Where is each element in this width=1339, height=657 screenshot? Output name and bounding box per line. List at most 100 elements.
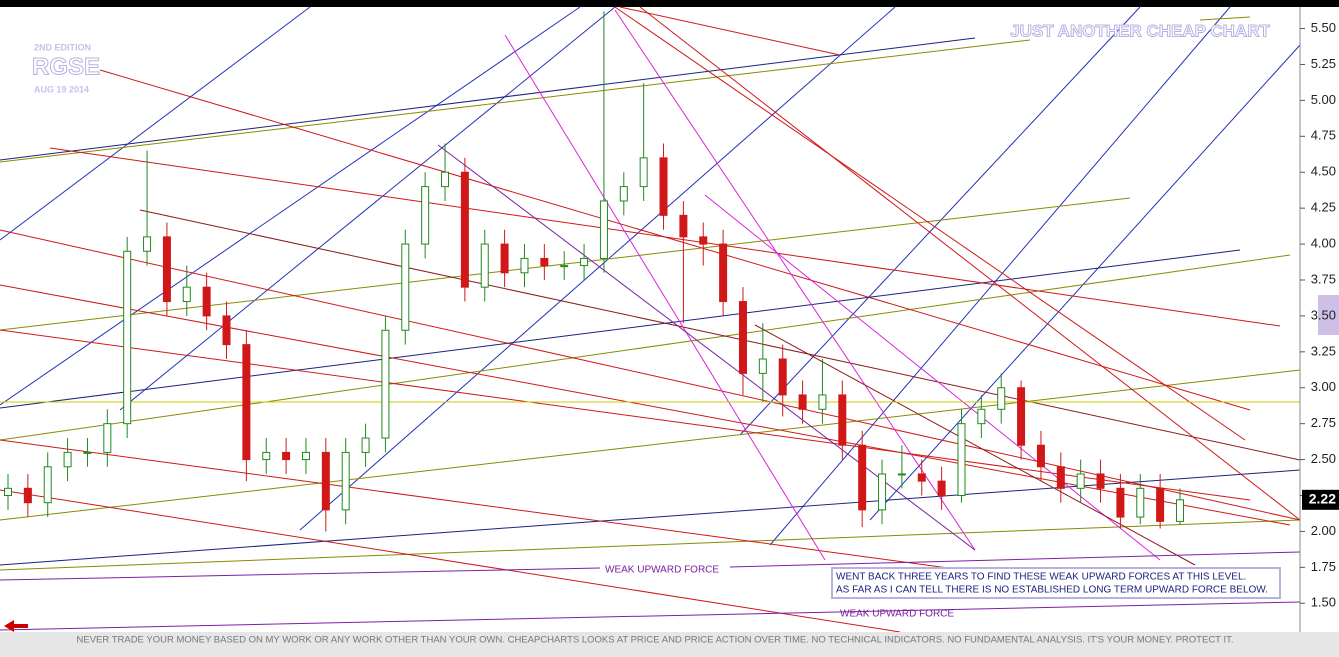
candle-body: [659, 157, 668, 216]
candle-body: [540, 257, 549, 267]
y-tick-label: 3.00: [1311, 379, 1336, 394]
y-tick-label: 4.75: [1311, 128, 1336, 143]
last-value-label: 2.22: [1309, 491, 1336, 507]
trendline: [869, 44, 1301, 521]
disclaimer: NEVER TRADE YOUR MONEY BASED ON MY WORK …: [77, 635, 1234, 646]
trendline: [704, 194, 1161, 561]
candle-body: [619, 186, 628, 202]
candle-body: [1096, 473, 1105, 489]
support-line: [729, 551, 1301, 568]
candle-body: [500, 243, 509, 274]
candle-body: [480, 243, 489, 288]
candle-body: [738, 301, 747, 374]
y-tick-label: 2.00: [1311, 523, 1336, 538]
trendline: [0, 439, 1001, 576]
y-tick-label: 4.50: [1311, 164, 1336, 179]
candle-body: [1136, 487, 1145, 518]
candle-body: [599, 200, 608, 259]
candle-body: [143, 236, 152, 252]
edition: 2ND EDITION: [34, 42, 91, 52]
trendline: [0, 6, 311, 241]
candle-body: [1036, 444, 1045, 468]
y-tick-label: 4.25: [1311, 200, 1336, 215]
trendline: [0, 519, 1301, 571]
candle-body: [798, 394, 807, 410]
trendline: [0, 254, 1291, 441]
candle-body: [997, 387, 1006, 410]
date: AUG 19 2014: [34, 84, 89, 94]
candle-body: [162, 236, 171, 303]
candle-body: [1076, 473, 1085, 489]
trendline: [0, 197, 1131, 331]
candle-body: [63, 451, 72, 468]
y-tick-label: 5.00: [1311, 92, 1336, 107]
candle-body: [937, 480, 946, 497]
chart-title: JUST ANOTHER CHEAP CHART: [1010, 21, 1270, 40]
candle-body: [123, 250, 132, 425]
candle-body: [917, 473, 926, 482]
candle-body: [421, 186, 430, 245]
candle-body: [83, 451, 92, 454]
y-tick-label: 1.50: [1311, 595, 1336, 610]
trendline: [0, 369, 1301, 521]
support-line: [0, 601, 1301, 631]
trendline: [639, 6, 1301, 521]
candle-body: [639, 157, 648, 188]
y-tick-label: 3.25: [1311, 343, 1336, 358]
annotation: WEAK UPWARD FORCE: [605, 565, 719, 576]
trendline: [0, 284, 1291, 526]
trendline: [0, 249, 1241, 409]
y-tick-label: 2.50: [1311, 451, 1336, 466]
candle-body: [262, 451, 271, 461]
candle-body: [381, 329, 390, 439]
trendline: [0, 229, 1301, 521]
trendline: [614, 6, 1246, 441]
candle-body: [103, 423, 112, 453]
trendline: [1199, 16, 1251, 21]
footer: [0, 632, 1339, 657]
candle-body: [1056, 466, 1065, 489]
candle-body: [341, 451, 350, 511]
trendline: [0, 489, 901, 633]
candle-body: [401, 243, 410, 331]
y-tick-label: 1.75: [1311, 559, 1336, 574]
candle-body: [301, 451, 310, 461]
candle-body: [282, 451, 291, 461]
scroll-arrow[interactable]: [4, 620, 28, 632]
trendline: [769, 6, 1231, 546]
trendline: [0, 6, 581, 406]
candle-body: [580, 257, 589, 267]
candle-body: [977, 408, 986, 425]
y-tick-label: 4.00: [1311, 236, 1336, 251]
trendline: [619, 6, 841, 56]
trendline: [99, 69, 1251, 411]
candle-body: [699, 236, 708, 245]
candle-body: [321, 451, 330, 511]
candle-body: [1116, 487, 1125, 518]
y-tick-label: 5.25: [1311, 56, 1336, 71]
candle-body: [222, 315, 231, 346]
candle-body: [43, 466, 52, 504]
trendline: [754, 324, 1196, 566]
candle-body: [878, 473, 887, 511]
candle-body: [758, 358, 767, 374]
trendline: [119, 6, 616, 411]
trendline: [504, 34, 826, 561]
candle-body: [520, 257, 529, 274]
candle-body: [23, 487, 32, 504]
candle-body: [1017, 387, 1026, 446]
candle-body: [182, 286, 191, 303]
candle-body: [778, 358, 787, 396]
y-tick-label: 3.50: [1311, 307, 1336, 322]
trendline: [139, 209, 1301, 461]
trendline: [49, 147, 1281, 327]
candle-body: [719, 243, 728, 303]
y-tick-label: 5.50: [1311, 20, 1336, 35]
candle-body: [460, 171, 469, 288]
top-bar: [0, 0, 1339, 7]
note-box: [831, 567, 1281, 599]
last-value-box: [1302, 489, 1339, 510]
y-tick-label: 3.75: [1311, 271, 1336, 286]
trendline: [299, 6, 896, 531]
